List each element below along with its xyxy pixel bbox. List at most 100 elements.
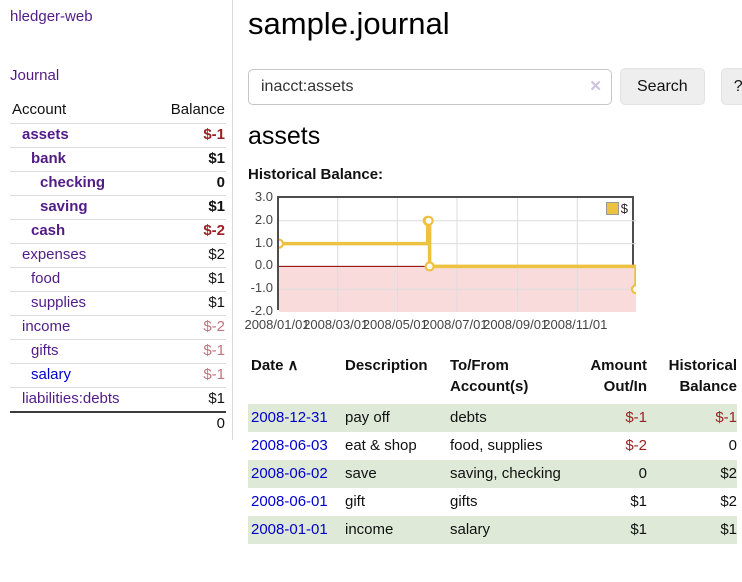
x-tick-label: 2008/11/01 [543, 317, 608, 332]
accounts-total-row: 0 [10, 411, 226, 436]
chart-heading: Historical Balance: [248, 166, 384, 183]
register-amount-cell: 0 [570, 460, 647, 488]
register-balance-cell: $2 [647, 460, 737, 488]
clear-search-icon[interactable]: ✕ [589, 77, 602, 95]
register-col-accounts: To/From Account(s) [450, 357, 529, 395]
help-button[interactable]: ? [720, 68, 742, 105]
register-description-cell: pay off [345, 404, 450, 432]
register-row: 2008-06-02 save saving, checking 0 $2 [248, 460, 737, 488]
account-link[interactable]: salary [31, 366, 72, 383]
register-date-cell: 2008-06-02 [248, 460, 345, 488]
account-name-cell: gifts [10, 339, 152, 364]
account-link[interactable]: supplies [31, 294, 87, 311]
register-balance-cell: 0 [728, 437, 737, 454]
account-link[interactable]: expenses [22, 246, 87, 263]
chart-legend-label: $ [620, 201, 628, 216]
account-link[interactable]: liabilities:debts [22, 390, 120, 407]
account-balance: $1 [151, 195, 226, 220]
account-name-cell: expenses [10, 243, 152, 268]
register-balance-cell: $1 [647, 516, 737, 544]
register-col-balance: Historical Balance [668, 357, 737, 395]
accounts-col-account: Account [12, 101, 67, 118]
account-balance: $-1 [151, 123, 226, 148]
register-row: 2008-01-01 income salary $1 $1 [248, 516, 737, 544]
app-layout: hledger-web Journal Account Balance asse… [10, 0, 742, 544]
x-tick-label: 2008/01/01 [244, 317, 310, 332]
account-name-cell: saving [10, 195, 152, 220]
register-table: Date ∧ Description To/From Account(s) Amo… [248, 353, 737, 544]
transaction-date-link[interactable]: 2008-06-03 [251, 437, 328, 454]
account-balance: $-2 [151, 219, 226, 244]
register-amount-cell: $-1 [570, 404, 647, 432]
account-link[interactable]: cash [31, 222, 66, 239]
register-row: 2008-06-03 eat & shop food, supplies $-2… [248, 432, 737, 460]
hledger-web-link[interactable]: hledger-web [10, 8, 93, 25]
register-balance-cell: $2 [720, 493, 737, 510]
account-link[interactable]: checking [40, 174, 106, 191]
y-tick-label: 2.0 [254, 211, 273, 227]
account-link[interactable]: bank [31, 150, 67, 167]
search-button[interactable]: Search [620, 68, 705, 105]
account-link[interactable]: saving [40, 198, 88, 215]
account-balance: $1 [151, 147, 226, 172]
register-accounts-cell: debts [450, 404, 570, 432]
register-date-cell: 2008-12-31 [248, 404, 345, 432]
search-input-wrap: ✕ [248, 68, 612, 105]
account-row: bank $1 [10, 147, 226, 172]
account-name-cell: assets [10, 123, 152, 148]
journal-link[interactable]: Journal [10, 67, 60, 84]
x-tick-label: 2008/09/01 [483, 317, 549, 332]
account-name-cell: food [10, 267, 152, 292]
register-accounts-cell: food, supplies [450, 437, 543, 454]
register-header-row: Date ∧ Description To/From Account(s) Amo… [248, 353, 737, 404]
transaction-date-link[interactable]: 2008-06-02 [251, 465, 328, 482]
account-row: checking 0 [10, 171, 226, 196]
register-amount-cell: $1 [630, 493, 647, 510]
account-row: expenses $2 [10, 243, 226, 268]
sort-asc-icon: ∧ [287, 357, 299, 374]
y-tick-label: -2.0 [250, 303, 273, 318]
page-title: sample.journal [248, 6, 450, 41]
accounts-header-row: Account Balance [10, 98, 226, 124]
balance-chart: 3.0 2.0 1.0 0.0 -1.0 -2.0 2008/01/01 2008/03/0… [244, 189, 643, 332]
account-balance: $-1 [151, 339, 226, 364]
y-tick-label: 0.0 [254, 257, 273, 273]
accounts-total-spacer [10, 411, 152, 436]
account-row: income $-2 [10, 315, 226, 340]
register-date-cell: 2008-01-01 [248, 516, 345, 544]
y-tick-label: -1.0 [250, 280, 273, 296]
search-input[interactable] [248, 68, 612, 105]
account-link[interactable]: assets [22, 126, 69, 143]
transaction-date-link[interactable]: 2008-06-01 [251, 493, 328, 510]
nav-journal: Journal [10, 67, 224, 84]
accounts-col-balance: Balance [170, 101, 225, 118]
register-balance-cell: $-1 [647, 404, 737, 432]
account-row: cash $-2 [10, 219, 226, 244]
account-row: gifts $-1 [10, 339, 226, 364]
account-name-cell: supplies [10, 291, 152, 316]
register-accounts-cell: salary [450, 516, 570, 544]
account-row: food $1 [10, 267, 226, 292]
account-balance: 0 [151, 171, 226, 196]
register-row: 2008-12-31 pay off debts $-1 $-1 [248, 404, 737, 432]
y-tick-label: 1.0 [254, 234, 273, 250]
register-description-cell: income [345, 516, 450, 544]
account-link[interactable]: gifts [31, 342, 59, 359]
x-tick-label: 2008/03/01 [303, 317, 369, 332]
account-heading: assets [248, 122, 321, 150]
account-link[interactable]: food [31, 270, 61, 287]
register-amount-cell: $1 [570, 516, 647, 544]
account-name-cell: salary [10, 363, 152, 388]
account-row: supplies $1 [10, 291, 226, 316]
register-col-date[interactable]: Date ∧ [251, 357, 299, 374]
register-description-cell: eat & shop [345, 437, 417, 454]
account-link[interactable]: income [22, 318, 71, 335]
search-form: ✕ Search ? [248, 68, 742, 105]
transaction-date-link[interactable]: 2008-01-01 [251, 521, 328, 538]
chart-plot [277, 196, 636, 312]
transaction-date-link[interactable]: 2008-12-31 [251, 409, 328, 426]
register-col-description: Description [345, 357, 428, 374]
chart-legend-swatch [605, 202, 619, 215]
register-col-amount: Amount Out/In [590, 357, 647, 395]
register-accounts-cell: gifts [450, 493, 478, 510]
